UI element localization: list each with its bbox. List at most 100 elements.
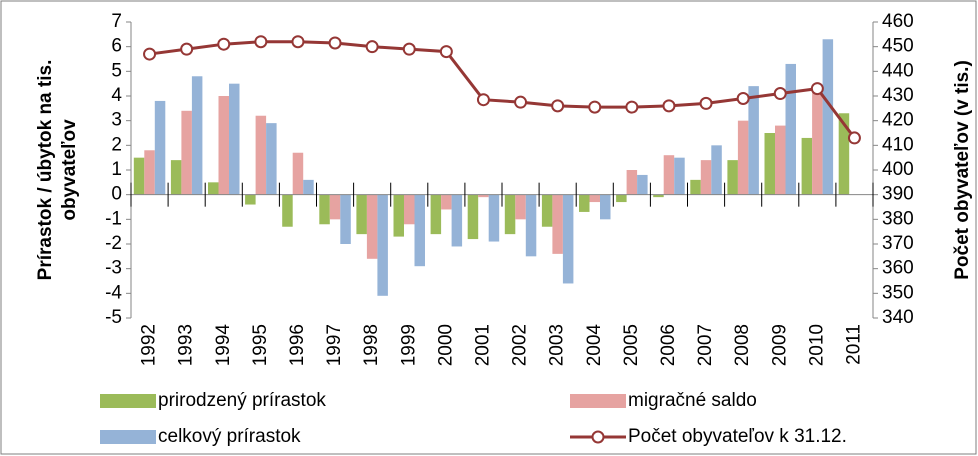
y-tick-label: 7 <box>111 11 122 32</box>
x-tick-label: 2010 <box>806 324 827 366</box>
bar <box>340 194 351 244</box>
bar <box>552 194 563 254</box>
line-marker <box>217 37 231 51</box>
line-marker <box>439 45 453 59</box>
bar <box>282 194 293 227</box>
legend-swatch <box>570 394 626 408</box>
bar <box>478 194 489 198</box>
bar <box>764 133 775 195</box>
bar <box>170 160 182 195</box>
y-tick-label: -5 <box>105 307 122 328</box>
y-tick-label: 3 <box>111 110 122 131</box>
x-tick-label: 2002 <box>510 324 531 366</box>
line-marker <box>514 95 528 109</box>
y2-tick-label: 380 <box>882 208 914 229</box>
bar <box>589 194 600 203</box>
bar <box>255 115 267 195</box>
bar <box>356 194 367 235</box>
bar <box>467 194 479 240</box>
bar <box>266 123 277 195</box>
line-marker <box>143 47 157 61</box>
y-tick-label: 4 <box>111 85 122 106</box>
bar <box>515 194 526 220</box>
bar <box>838 113 850 195</box>
y-axis-title: Prírastok / úbytok na tis. <box>35 60 56 281</box>
x-tick-label: 1992 <box>139 324 160 366</box>
bar <box>727 160 738 195</box>
x-tick-label: 2007 <box>695 324 716 366</box>
y2-tick-label: 360 <box>882 258 914 279</box>
y2-tick-label: 420 <box>882 110 914 131</box>
x-tick-label: 1995 <box>250 324 271 366</box>
x-tick-label: 2001 <box>472 324 493 366</box>
bar <box>393 194 404 237</box>
x-tick-label: 1994 <box>213 324 234 367</box>
bar <box>319 194 330 225</box>
y2-tick-label: 340 <box>882 307 914 328</box>
legend-label: migračné saldo <box>628 390 757 411</box>
y-tick-label: 2 <box>111 134 122 155</box>
y-axis-title: obyvateľov <box>59 119 80 221</box>
bar <box>441 194 452 210</box>
line-marker <box>773 87 787 101</box>
line-marker <box>810 82 824 96</box>
bar <box>653 194 664 198</box>
bar <box>218 96 229 195</box>
x-tick-label: 1996 <box>287 324 308 366</box>
legend-marker <box>591 430 605 444</box>
bar <box>775 125 786 195</box>
y2-tick-label: 460 <box>882 11 914 32</box>
line-marker <box>476 93 490 107</box>
x-tick-label: 1999 <box>398 324 419 366</box>
bar <box>414 194 425 267</box>
line-marker <box>625 100 639 114</box>
bar <box>404 194 415 225</box>
bar <box>366 194 378 259</box>
line-marker <box>736 91 750 105</box>
bar <box>812 88 823 195</box>
legend-swatch <box>100 430 156 444</box>
line-marker <box>180 42 194 56</box>
y-tick-label: -3 <box>105 258 122 279</box>
bar <box>737 120 749 195</box>
bar <box>488 194 500 242</box>
bar <box>525 194 537 257</box>
line-marker <box>328 36 342 50</box>
bar <box>504 194 516 235</box>
bar <box>637 174 648 195</box>
y2-axis-title: Počet obyvateľov (v tis.) <box>952 60 973 280</box>
bar <box>181 110 192 195</box>
x-tick-label: 2006 <box>658 324 679 366</box>
x-tick-label: 2005 <box>621 324 642 366</box>
bar <box>748 86 759 195</box>
bar <box>377 194 388 296</box>
bar <box>579 194 590 212</box>
bar <box>229 83 240 195</box>
line-marker <box>291 35 305 49</box>
bar <box>711 145 722 195</box>
line-marker <box>699 96 713 110</box>
bar <box>801 137 813 195</box>
bar <box>663 155 675 195</box>
x-tick-label: 1997 <box>324 324 345 366</box>
x-tick-label: 2011 <box>843 324 864 365</box>
bar <box>562 194 574 284</box>
bar <box>154 100 166 195</box>
bar <box>303 179 314 195</box>
bar <box>144 150 155 195</box>
bar <box>541 194 553 227</box>
bar <box>626 170 638 195</box>
line-marker <box>254 35 268 49</box>
bar <box>674 157 685 195</box>
bar <box>245 194 256 205</box>
x-tick-label: 2004 <box>584 324 605 367</box>
line-marker <box>402 42 416 56</box>
bar <box>616 194 627 203</box>
y2-tick-label: 430 <box>882 85 914 106</box>
y2-tick-label: 440 <box>882 60 914 81</box>
line-marker <box>847 131 861 145</box>
y2-tick-label: 390 <box>882 184 914 205</box>
bar <box>191 76 203 195</box>
